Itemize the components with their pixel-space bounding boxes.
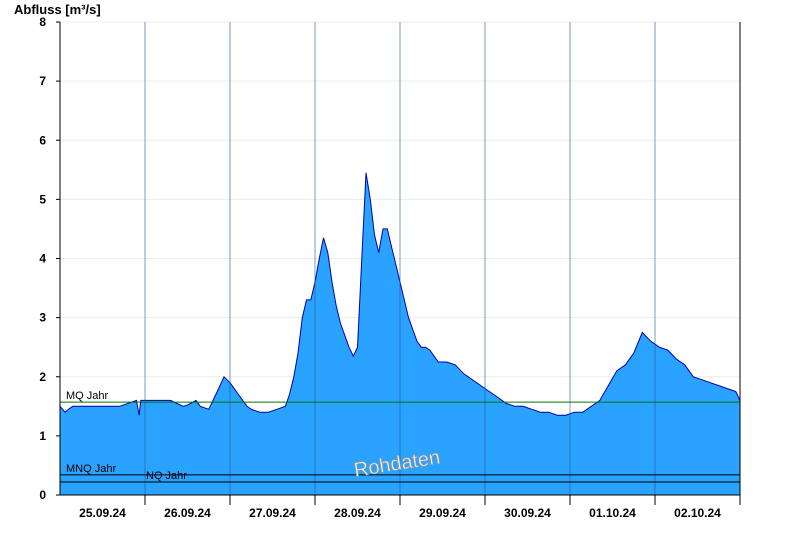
y-tick-label: 1 bbox=[39, 429, 46, 443]
reference-lines: MQ Jahr MNQ Jahr NQ Jahr bbox=[60, 390, 740, 483]
x-ticks: 25.09.24 26.09.24 27.09.24 28.09.24 29.09.24… bbox=[79, 495, 741, 520]
reference-line-label: NQ Jahr bbox=[146, 470, 187, 482]
y-axis-label: Abfluss [m³/s] bbox=[14, 2, 101, 17]
y-tick-label: 6 bbox=[39, 133, 46, 147]
x-tick-label: 29.09.24 bbox=[419, 506, 466, 520]
x-tick-label: 01.10.24 bbox=[589, 506, 636, 520]
y-tick-label: 5 bbox=[39, 192, 46, 206]
x-tick-label: 25.09.24 bbox=[79, 506, 126, 520]
x-tick-label: 28.09.24 bbox=[334, 506, 381, 520]
reference-line-label: MNQ Jahr bbox=[66, 463, 116, 475]
y-tick-label: 7 bbox=[39, 74, 46, 88]
y-tick-label: 8 bbox=[39, 15, 46, 29]
reference-line-label: MQ Jahr bbox=[66, 390, 109, 402]
x-tick-label: 30.09.24 bbox=[504, 506, 551, 520]
discharge-line bbox=[59, 172, 741, 416]
x-tick-label: 02.10.24 bbox=[674, 506, 721, 520]
y-tick-label: 0 bbox=[39, 488, 46, 502]
x-tick-label: 26.09.24 bbox=[164, 506, 211, 520]
y-ticks: 0 1 2 3 4 5 6 7 8 bbox=[39, 15, 60, 502]
y-tick-label: 2 bbox=[39, 370, 46, 384]
data-area bbox=[59, 22, 741, 496]
y-tick-label: 3 bbox=[39, 311, 46, 325]
y-tick-label: 4 bbox=[39, 252, 46, 266]
x-tick-label: 27.09.24 bbox=[249, 506, 296, 520]
